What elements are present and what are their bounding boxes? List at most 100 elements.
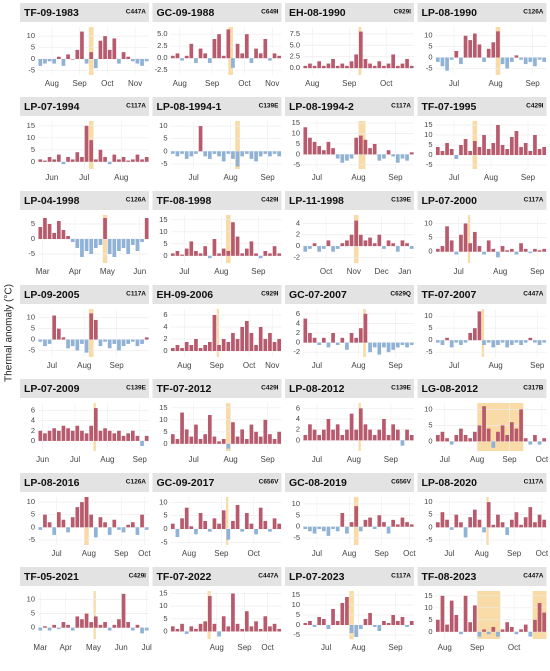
panel-title: LP-08-1994-2 — [289, 101, 354, 113]
panel-code: C126A — [126, 479, 147, 486]
y-tick-label: 0 — [296, 435, 300, 444]
bar — [449, 240, 454, 252]
x-tick-label: Sep — [114, 549, 129, 558]
panel-title: LP-08-2012 — [289, 383, 345, 395]
x-tick-label: Aug — [351, 361, 365, 370]
bar — [38, 159, 43, 162]
bar — [468, 333, 473, 341]
panel-code: C117A — [524, 197, 544, 204]
bar — [445, 624, 449, 632]
bar — [468, 151, 473, 155]
bar — [312, 141, 317, 155]
y-tick-label: 0 — [163, 251, 167, 260]
y-tick-label: 10 — [424, 31, 432, 40]
bar — [231, 593, 235, 632]
bar — [435, 522, 440, 528]
y-tick-label: 0 — [428, 53, 432, 62]
bar — [258, 151, 263, 157]
bar — [112, 624, 117, 628]
panel-strip — [20, 285, 149, 304]
bar — [184, 631, 189, 634]
bar — [103, 622, 107, 628]
bar — [349, 625, 354, 633]
panel-title: TF-09-1983 — [24, 7, 79, 19]
bar — [61, 59, 66, 66]
x-tick-label: Jul — [449, 173, 459, 182]
bar — [52, 159, 57, 162]
bar — [459, 145, 463, 155]
x-tick-label: Aug — [342, 549, 356, 558]
bar — [303, 65, 308, 69]
bar — [180, 348, 184, 351]
bar — [523, 517, 528, 528]
bar — [463, 340, 468, 343]
bar — [249, 58, 254, 63]
bar — [496, 31, 500, 58]
panel-title: TF-08-1998 — [157, 195, 212, 207]
bar — [491, 340, 496, 348]
bar — [84, 125, 89, 162]
bar — [308, 333, 312, 343]
bar — [533, 522, 537, 528]
bar — [486, 149, 491, 155]
y-tick-label: 2 — [296, 328, 300, 337]
x-tick-label: Sep — [375, 549, 390, 558]
bar — [107, 161, 112, 165]
y-tick-label: 10 — [159, 497, 167, 506]
bar — [382, 419, 386, 441]
bar — [198, 126, 203, 152]
bar — [56, 512, 61, 528]
bar — [66, 157, 70, 162]
bar — [254, 48, 258, 59]
y-tick-label: 2.5 — [157, 41, 167, 50]
panel-strip — [285, 97, 414, 116]
y-tick-label: 2.5 — [290, 52, 300, 61]
bar — [468, 622, 473, 632]
bar — [126, 56, 131, 59]
bar — [43, 433, 47, 441]
bar — [175, 151, 180, 157]
bar — [482, 340, 486, 345]
x-tick-label: Aug — [182, 549, 196, 558]
bar — [189, 151, 194, 157]
y-tick-label: -2.5 — [155, 65, 168, 74]
x-tick-label: Aug — [100, 455, 114, 464]
bar — [303, 526, 308, 529]
bar — [409, 621, 414, 625]
bar — [212, 518, 217, 529]
bar — [523, 438, 528, 442]
bar — [103, 218, 107, 239]
bar — [326, 625, 331, 629]
bar — [509, 627, 514, 632]
bar — [491, 441, 496, 448]
x-tick-label: Oct — [243, 361, 256, 370]
bar — [345, 526, 349, 534]
panel-title: LP-04-1998 — [24, 195, 80, 207]
highlight-span — [228, 27, 233, 75]
bar — [372, 143, 377, 155]
y-tick-label: 15 — [424, 591, 432, 600]
bar — [38, 430, 43, 441]
bar — [212, 39, 217, 59]
highlight-span — [88, 27, 94, 75]
bar — [349, 522, 354, 527]
panel-title: LP-07-2000 — [422, 195, 478, 207]
bar — [277, 628, 282, 632]
panel-strip — [152, 379, 282, 398]
bar — [61, 519, 66, 528]
y-tick-label: 5 — [31, 324, 35, 333]
bar — [435, 619, 440, 632]
bar — [126, 524, 131, 528]
panel-code: C447A — [523, 291, 544, 298]
panel-strip — [285, 285, 414, 304]
bar — [372, 625, 377, 627]
bar — [386, 526, 391, 534]
bar — [80, 31, 84, 59]
x-tick-label: Oct — [320, 267, 333, 276]
bar — [472, 431, 477, 442]
bar — [126, 339, 131, 344]
bar — [395, 621, 400, 625]
panel-code: C447A — [126, 9, 147, 16]
bar — [144, 627, 149, 631]
panel-strip — [152, 473, 282, 492]
